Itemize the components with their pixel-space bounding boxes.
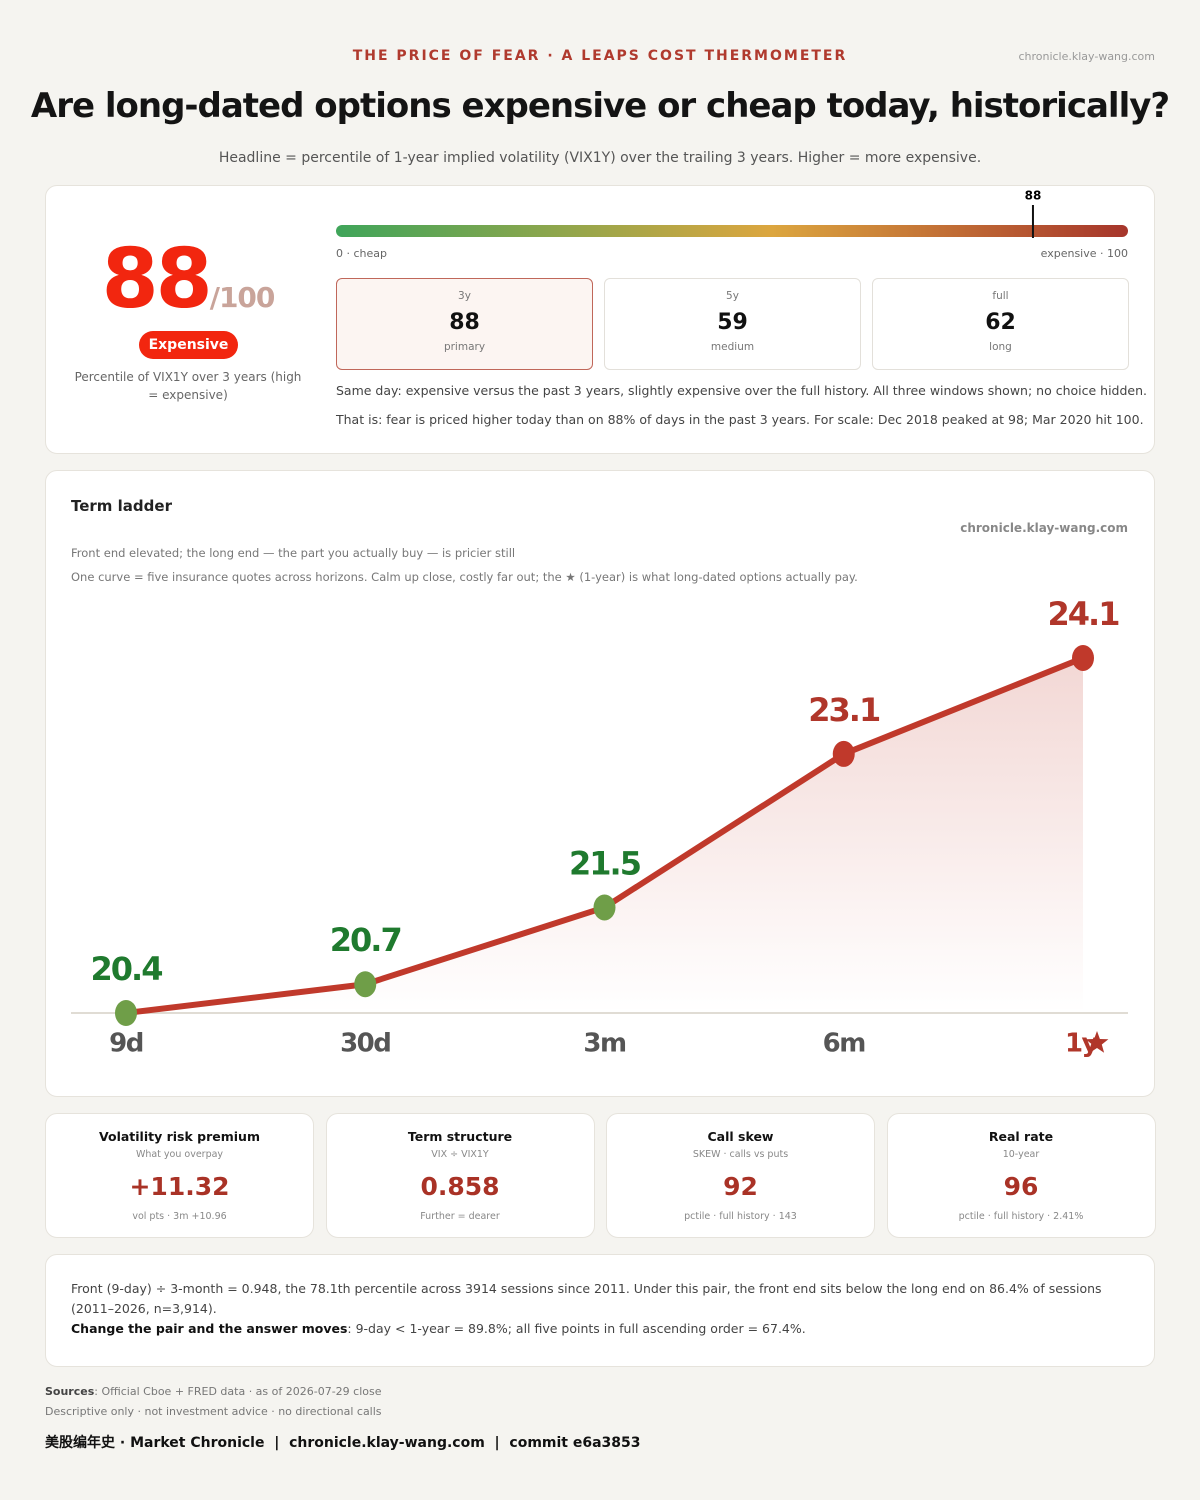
value-label: 20.4 — [91, 950, 163, 988]
chart-subtitle: Front end elevated; the long end — the p… — [71, 546, 516, 560]
brand: 美股编年史 · Market Chronicle | chronicle.kla… — [45, 1435, 641, 1451]
metric-subtitle: What you overpay — [135, 1149, 224, 1160]
metric-subtitle: 10-year — [1002, 1149, 1040, 1160]
window-box: 5y 59 medium — [604, 278, 861, 370]
metric-value: +11.32 — [129, 1172, 230, 1201]
metric-subtitle: SKEW · calls vs puts — [692, 1149, 789, 1160]
point — [593, 894, 616, 921]
window-label: 5y — [726, 290, 739, 302]
value-label: 23.1 — [808, 691, 880, 729]
metric-card: Real rate 10-year 96 pctile · full history … — [886, 1113, 1156, 1238]
chart-title: Term ladder — [71, 497, 172, 515]
window-value: 62 — [985, 310, 1016, 335]
window-value: 88 — [449, 310, 480, 335]
value-label: 21.5 — [569, 844, 641, 882]
metric-note: pctile · full history · 143 — [684, 1211, 797, 1222]
gauge-min-label: 0 · cheap — [336, 247, 387, 260]
sources-text: : Official Cboe + FRED data · as of 2026… — [94, 1385, 382, 1398]
footnote-emphasis: Change the pair and the answer moves — [71, 1321, 348, 1336]
point — [1072, 644, 1094, 671]
x-tick-label: 3m — [583, 1029, 626, 1059]
disclaimer: Descriptive only · not investment advice… — [45, 1405, 382, 1418]
point — [115, 1000, 137, 1026]
score-suffix: /100 — [209, 281, 276, 314]
x-tick-label: 6m — [823, 1029, 866, 1059]
window-box: 3y 88 primary — [336, 278, 593, 370]
metric-subtitle: VIX ÷ VIX1Y — [431, 1149, 489, 1160]
kicker: THE PRICE OF FEAR · A LEAPS COST THERMOM… — [352, 48, 848, 64]
area — [126, 657, 1083, 1013]
gauge: 0 · cheap expensive · 100 88 — [336, 189, 1128, 260]
window-label: full — [992, 290, 1009, 302]
gauge-note: Same day: expensive versus the past 3 ye… — [336, 383, 1147, 398]
window-label: 3y — [458, 290, 471, 302]
metric-title: Call skew — [707, 1129, 774, 1144]
sources: Sources: Official Cboe + FRED data · as … — [45, 1385, 382, 1398]
metric-note: Further = dearer — [420, 1211, 500, 1222]
window-note: primary — [443, 341, 486, 353]
value-label: 24.1 — [1048, 595, 1120, 633]
gauge-marker-label: 88 — [1025, 189, 1042, 203]
point — [354, 971, 377, 998]
footnote-text: Front (9-day) ÷ 3-month = 0.948, the 78.… — [71, 1281, 1102, 1316]
x-tick-label: 30d — [340, 1029, 390, 1059]
window-note: medium — [710, 341, 755, 353]
window-note: long — [989, 341, 1012, 353]
star-icon — [1085, 1031, 1109, 1053]
metric-value: 0.858 — [420, 1172, 500, 1201]
metric-title: Volatility risk premium — [99, 1129, 260, 1144]
subtitle: Headline = percentile of 1-year implied … — [218, 150, 982, 166]
value-label: 20.7 — [330, 921, 401, 959]
metric-card: Volatility risk premium What you overpay +… — [45, 1113, 314, 1238]
chart-source: chronicle.klay-wang.com — [960, 521, 1128, 535]
metric-value: 96 — [1003, 1172, 1039, 1201]
footnote: Front (9-day) ÷ 3-month = 0.948, the 78.… — [71, 1279, 1131, 1339]
footnote-card — [45, 1254, 1155, 1367]
score-row: 88 /100 — [45, 232, 331, 327]
metric-title: Term structure — [407, 1129, 513, 1144]
site: chronicle.klay-wang.com — [1018, 50, 1155, 63]
title: Are long-dated options expensive or chea… — [30, 86, 1170, 126]
metric-value: 92 — [723, 1172, 758, 1201]
metric-note: pctile · full history · 2.41% — [958, 1211, 1084, 1222]
point — [832, 740, 855, 767]
metric-card: Call skew SKEW · calls vs puts 92 pctile · … — [606, 1113, 875, 1238]
footnote-line: Change the pair and the answer moves: 9-… — [71, 1319, 1131, 1339]
gauge-bar — [336, 225, 1128, 237]
metric-note: vol pts · 3m +10.96 — [132, 1211, 227, 1222]
score: 88 — [101, 232, 213, 327]
score-caption: Percentile of VIX1Y over 3 years (high =… — [74, 370, 302, 402]
window-box: full 62 long — [872, 278, 1129, 370]
chart-description: One curve = five insurance quotes across… — [71, 570, 858, 584]
metric-title: Real rate — [988, 1129, 1054, 1144]
gauge-max-label: expensive · 100 — [1041, 247, 1128, 260]
x-tick-label: 9d — [109, 1029, 143, 1059]
badge: Expensive — [139, 331, 238, 359]
footnote-rest: : 9-day < 1-year = 89.8%; all five point… — [347, 1321, 806, 1336]
gauge-note: That is: fear is priced higher today tha… — [336, 412, 1144, 427]
sources-label: Sources — [45, 1385, 95, 1398]
window-value: 59 — [717, 310, 748, 335]
metric-card: Term structure VIX ÷ VIX1Y 0.858 Further = … — [325, 1113, 595, 1238]
